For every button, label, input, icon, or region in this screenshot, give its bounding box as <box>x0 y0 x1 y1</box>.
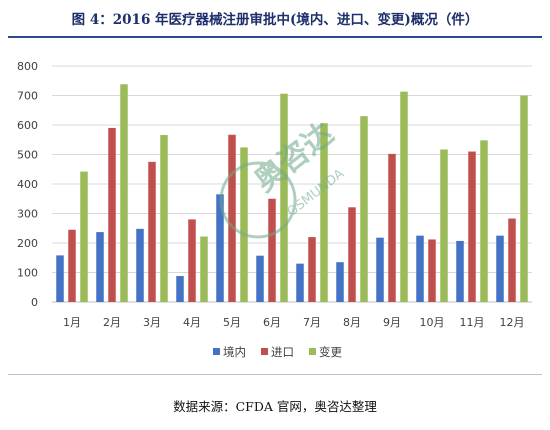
bar-2-9 <box>388 153 396 302</box>
y-tick-label: 600 <box>17 119 38 132</box>
watermark-ring <box>219 161 297 239</box>
legend-label: 变更 <box>319 345 342 359</box>
bar-2-12 <box>508 218 516 302</box>
y-tick-label: 800 <box>17 60 38 73</box>
bar-1-7 <box>296 263 304 302</box>
bar-3-3 <box>160 135 168 302</box>
bar-1-6 <box>256 255 264 302</box>
bar-3-8 <box>360 116 368 303</box>
legend-swatch <box>309 348 316 355</box>
bar-2-11 <box>468 151 476 302</box>
legend-label: 进口 <box>271 345 294 359</box>
y-tick-label: 200 <box>17 237 38 250</box>
bar-3-4 <box>200 236 208 302</box>
legend-swatch <box>261 348 268 355</box>
y-tick-label: 400 <box>17 178 38 191</box>
bar-3-6 <box>280 93 288 302</box>
source-divider <box>8 374 542 375</box>
y-tick-label: 500 <box>17 149 38 162</box>
legend-label: 境内 <box>223 345 246 359</box>
x-tick-label: 4月 <box>183 316 201 329</box>
x-tick-label: 2月 <box>103 316 121 329</box>
bar-3-2 <box>120 84 128 302</box>
bar-3-5 <box>240 147 248 302</box>
bar-1-12 <box>496 235 504 302</box>
x-tick-label: 12月 <box>500 316 525 329</box>
bar-2-6 <box>268 198 276 302</box>
figure-title: 图 4：2016 年医疗器械注册审批中(境内、进口、变更)概况（件） <box>71 12 479 28</box>
bar-3-12 <box>520 95 528 302</box>
bar-3-9 <box>400 91 408 302</box>
x-tick-label: 10月 <box>420 316 445 329</box>
y-axis: 0 100 200 300 400 500 600 700 800 <box>17 60 38 309</box>
bar-2-8 <box>348 207 356 302</box>
bar-1-8 <box>336 262 344 302</box>
bar-chart: 0 100 200 300 400 500 600 700 800 1月 2月 3月 4月 5月 6月 7月… <box>17 60 532 359</box>
source-note: 数据来源：CFDA 官网，奥咨达整理 <box>173 399 377 414</box>
x-tick-label: 8月 <box>343 316 361 329</box>
bar-3-11 <box>480 140 488 302</box>
bar-1-3 <box>136 228 144 302</box>
bar-2-5 <box>228 134 236 302</box>
x-tick-label: 9月 <box>383 316 401 329</box>
x-tick-label: 5月 <box>223 316 241 329</box>
x-tick-label: 3月 <box>143 316 161 329</box>
bar-1-2 <box>96 232 104 302</box>
bar-1-1 <box>56 255 64 302</box>
y-tick-label: 0 <box>31 296 38 309</box>
bar-3-1 <box>80 171 88 302</box>
x-tick-label: 6月 <box>263 316 281 329</box>
x-tick-label: 1月 <box>63 316 81 329</box>
y-tick-label: 300 <box>17 208 38 221</box>
x-axis: 1月 2月 3月 4月 5月 6月 7月 8月 9月 10月 11月 12月 <box>63 316 525 329</box>
y-tick-label: 100 <box>17 267 38 280</box>
bar-2-2 <box>108 127 116 302</box>
legend: 境内 进口 变更 <box>213 345 342 359</box>
bar-2-10 <box>428 239 436 302</box>
bar-1-4 <box>176 276 184 302</box>
bar-2-3 <box>148 161 156 302</box>
bar-3-7 <box>320 123 328 302</box>
y-tick-label: 700 <box>17 90 38 103</box>
bar-2-4 <box>188 219 196 302</box>
bars <box>56 84 528 303</box>
bar-1-11 <box>456 240 464 302</box>
bar-1-9 <box>376 237 384 302</box>
x-tick-label: 7月 <box>303 316 321 329</box>
legend-swatch <box>213 348 220 355</box>
bar-1-10 <box>416 235 424 302</box>
bar-2-1 <box>68 229 76 302</box>
bar-1-5 <box>216 194 224 302</box>
title-underline <box>8 36 542 38</box>
x-tick-label: 11月 <box>460 316 485 329</box>
bar-2-7 <box>308 237 316 302</box>
bar-3-10 <box>440 149 448 302</box>
